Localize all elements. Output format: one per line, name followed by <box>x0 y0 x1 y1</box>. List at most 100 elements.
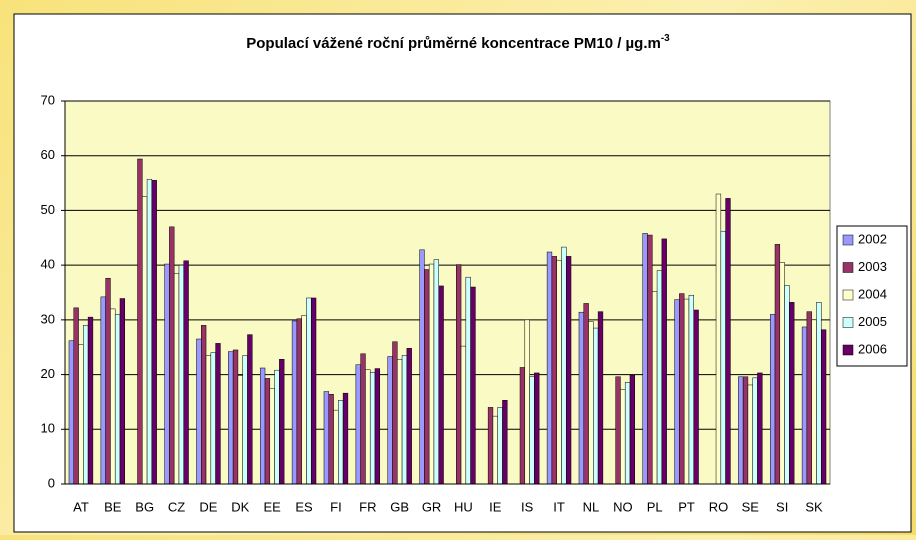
bar <box>296 318 302 485</box>
bar <box>583 303 589 485</box>
bar <box>629 374 636 485</box>
bar <box>137 158 143 485</box>
x-tick-label: FR <box>359 499 376 514</box>
bar <box>561 246 567 485</box>
legend-swatch <box>842 234 854 246</box>
bar <box>624 381 631 485</box>
bar <box>725 198 731 485</box>
bar <box>387 356 393 485</box>
bar <box>502 400 508 485</box>
bar <box>342 392 349 485</box>
bar <box>789 302 795 485</box>
bar <box>142 196 148 485</box>
bar <box>738 376 744 485</box>
bar <box>369 372 376 485</box>
bar <box>578 311 585 485</box>
bar <box>806 311 812 485</box>
bar <box>215 343 221 485</box>
bar <box>301 315 307 485</box>
bar <box>715 193 722 485</box>
bar <box>237 375 243 485</box>
bar <box>73 307 79 485</box>
bar <box>820 329 827 485</box>
bar <box>456 264 462 485</box>
bar <box>546 251 553 485</box>
bar <box>647 234 653 485</box>
x-tick-label: CZ <box>168 499 185 514</box>
bar <box>323 391 330 485</box>
chart-title: Populací vážené roční průměrné koncentra… <box>246 33 670 52</box>
y-tick-label: 30 <box>41 311 55 326</box>
bar <box>492 415 498 485</box>
bar <box>146 178 153 485</box>
bar <box>279 359 285 485</box>
bar <box>419 249 425 485</box>
bar <box>593 327 599 485</box>
bar <box>801 326 808 485</box>
bar <box>428 263 435 485</box>
bar <box>769 314 776 485</box>
legend-label: 2003 <box>858 259 887 274</box>
x-tick-label: GB <box>390 499 409 514</box>
bar <box>656 270 663 485</box>
title-superscript: -3 <box>661 33 670 44</box>
bar <box>779 262 785 485</box>
legend-label: 2005 <box>858 314 887 329</box>
x-tick-label: NO <box>613 499 633 514</box>
bar <box>460 345 467 485</box>
bar <box>264 378 271 485</box>
bar <box>720 230 726 485</box>
legend-swatch <box>842 262 854 273</box>
bar <box>519 367 526 485</box>
bar <box>529 376 535 485</box>
bar <box>784 285 790 485</box>
bar <box>360 353 366 485</box>
legend-label: 2004 <box>858 286 887 301</box>
x-tick-label: SI <box>776 499 788 514</box>
x-tick-label: DE <box>199 499 217 514</box>
bar <box>259 367 266 485</box>
y-tick-label: 50 <box>41 202 55 217</box>
bar <box>205 355 212 485</box>
bar <box>551 256 557 485</box>
bar <box>565 256 572 485</box>
bar <box>406 348 412 485</box>
bar <box>78 344 84 485</box>
bar <box>164 263 170 485</box>
bar <box>274 369 280 485</box>
bar <box>642 233 648 485</box>
x-tick-label: ES <box>295 499 313 514</box>
bar <box>355 364 361 485</box>
x-tick-label: DK <box>231 499 249 514</box>
y-tick-label: 20 <box>41 366 55 381</box>
bar <box>210 352 216 485</box>
y-tick-label: 40 <box>41 257 55 272</box>
bar <box>534 372 540 485</box>
bar <box>816 302 822 485</box>
bar <box>747 384 753 485</box>
x-tick-label: NL <box>583 499 600 514</box>
bar <box>306 297 312 485</box>
bar <box>465 276 471 485</box>
bar <box>374 368 381 485</box>
x-tick-label: EE <box>264 499 282 514</box>
bar <box>674 299 680 485</box>
bar <box>183 260 189 485</box>
y-tick-label: 70 <box>41 92 55 107</box>
legend-swatch <box>842 317 854 328</box>
bar <box>178 264 184 485</box>
plot-area <box>64 100 831 485</box>
bar <box>392 341 398 485</box>
bar <box>742 376 749 485</box>
bar <box>438 285 444 485</box>
bar <box>524 319 530 485</box>
bar <box>497 407 503 485</box>
x-tick-label: SK <box>805 499 823 514</box>
bar <box>661 238 667 485</box>
bar <box>470 286 476 485</box>
bar <box>433 259 439 485</box>
x-tick-label: IT <box>553 499 565 514</box>
legend-swatch <box>842 344 854 356</box>
bar <box>228 351 234 485</box>
bar <box>83 325 89 485</box>
